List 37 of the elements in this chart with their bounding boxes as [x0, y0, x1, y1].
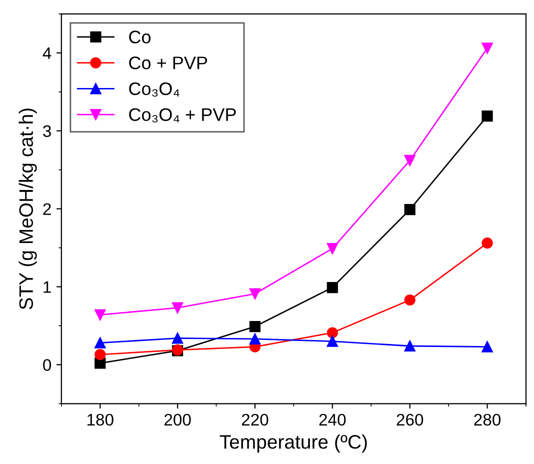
- y-tick-label: 1: [44, 281, 51, 293]
- y-tick-label: 2: [43, 203, 51, 215]
- point: [172, 332, 184, 344]
- point: [94, 349, 106, 360]
- y-tick-label: 3: [43, 125, 51, 138]
- x-tick-label: 240: [319, 414, 346, 426]
- point: [482, 341, 493, 352]
- legend-label: Co: [129, 30, 151, 44]
- point: [249, 333, 261, 345]
- point: [404, 154, 416, 166]
- x-tick-label: 180: [87, 414, 114, 426]
- point: [326, 282, 338, 294]
- y-tick-label: 4: [42, 47, 52, 59]
- point: [326, 243, 338, 254]
- y-tick-label: 0: [43, 359, 52, 371]
- x-axis-title: Temperature (ºC): [220, 434, 367, 453]
- x-tick-label: 220: [242, 414, 268, 426]
- y-axis-title: STY (g MeOH/kg cat·h): [18, 108, 37, 310]
- point: [404, 294, 416, 306]
- point: [94, 337, 106, 348]
- point: [249, 320, 261, 332]
- point: [404, 340, 416, 352]
- x-tick-label: 260: [396, 414, 424, 426]
- legend-label: Co + PVP: [129, 56, 208, 70]
- point: [249, 288, 261, 300]
- point: [326, 327, 338, 338]
- point: [482, 110, 493, 122]
- x-tick-label: 200: [164, 414, 191, 426]
- point: [404, 204, 416, 216]
- legend-label: Co₃O₄: [129, 82, 180, 97]
- point: [326, 336, 338, 347]
- point: [94, 309, 106, 320]
- point: [482, 238, 493, 249]
- legend-label: Co₃O₄ + PVP: [129, 108, 236, 122]
- point: [482, 42, 493, 54]
- point: [172, 302, 184, 314]
- x-tick-label: 280: [474, 414, 501, 426]
